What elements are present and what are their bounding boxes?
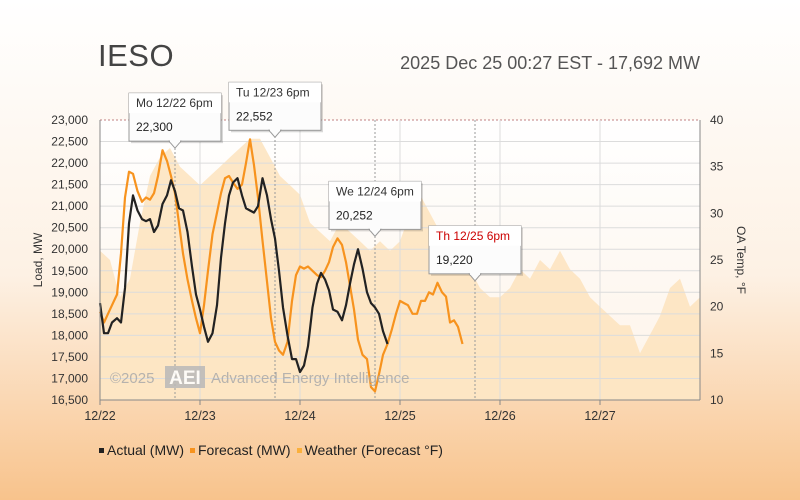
legend-swatch-icon — [190, 447, 195, 453]
watermark-company: Advanced Energy Intelligence — [211, 370, 409, 387]
y2-tick-label: 25 — [710, 253, 724, 267]
y-tick-label: 22,000 — [51, 156, 88, 170]
y2-tick-label: 35 — [710, 160, 724, 174]
legend-swatch-icon — [296, 447, 302, 453]
y-tick-label: 23,000 — [51, 113, 88, 127]
tooltip-value: 19,220 — [436, 253, 473, 267]
watermark-copyright: ©2025 — [110, 370, 154, 387]
y-tick-label: 21,500 — [51, 178, 88, 192]
legend-item-actual[interactable]: Actual (MW) — [99, 442, 184, 458]
load-series — [98, 138, 464, 393]
timestamp-readout: 2025 Dec 25 00:27 EST - 17,692 MW — [400, 53, 700, 73]
x-tick-label: 12/25 — [384, 409, 415, 423]
y-tick-label: 19,500 — [51, 264, 88, 278]
y-tick-label: 19,000 — [51, 285, 88, 299]
x-tick-label: 12/26 — [484, 409, 515, 423]
tooltip-label: We 12/24 6pm — [336, 184, 414, 198]
axes: 23,000 22,500 22,000 21,500 21,000 20,500 20,0… — [31, 113, 748, 423]
y2-tick-label: 15 — [710, 346, 724, 360]
tooltip: We 12/24 6pm 20,252 — [328, 180, 423, 238]
tooltip-value: 22,552 — [236, 109, 273, 123]
tooltip: Tu 12/23 6pm 22,552 — [228, 81, 323, 139]
aei-logo-box — [165, 366, 205, 388]
legend-label: Actual (MW) — [107, 442, 184, 458]
legend: Actual (MW) Forecast (MW) Weather (Forec… — [99, 442, 443, 458]
forecast-line — [98, 138, 464, 393]
watermark: ©2025 AEI Advanced Energy Intelligence — [110, 366, 409, 389]
tooltip-pointer-cover — [270, 129, 280, 132]
legend-label: Weather (Forecast °F) — [304, 442, 443, 458]
y-axis-title: Load, MW — [31, 232, 45, 287]
y2-tick-label: 10 — [710, 393, 724, 407]
y-tick-label: 16,500 — [51, 393, 88, 407]
y-tick-label: 22,500 — [51, 135, 88, 149]
tooltip-label: Th 12/25 6pm — [436, 229, 510, 243]
tooltip: Mo 12/22 6pm 22,300 — [128, 92, 223, 149]
tooltip-pointer-cover — [470, 272, 480, 275]
tooltip-header — [129, 93, 221, 114]
tooltip-header — [229, 82, 321, 103]
legend-swatch-icon — [99, 447, 104, 453]
y2-tick-label: 30 — [710, 206, 724, 220]
tooltip-pointer-cover — [370, 228, 380, 231]
legend-item-forecast[interactable]: Forecast (MW) — [190, 442, 291, 458]
actual-line — [98, 177, 389, 374]
tooltip-value: 22,300 — [136, 120, 173, 134]
x-tick-label: 12/22 — [84, 409, 115, 423]
y-tick-label: 18,500 — [51, 307, 88, 321]
y-tick-label: 18,000 — [51, 328, 88, 342]
legend-label: Forecast (MW) — [198, 442, 291, 458]
tooltip-pointer-cover — [170, 140, 180, 143]
tooltips: Mo 12/22 6pm 22,300 Tu 12/23 6pm 22,552 We 1… — [128, 81, 523, 282]
aei-logo: AEI — [169, 368, 201, 389]
x-tick-label: 12/24 — [284, 409, 315, 423]
y-tick-label: 20,500 — [51, 221, 88, 235]
page-title: IESO — [98, 38, 175, 73]
y-tick-label: 20,000 — [51, 242, 88, 256]
y-tick-label: 17,000 — [51, 371, 88, 385]
x-tick-label: 12/23 — [184, 409, 215, 423]
y2-axis-title: OA Temp, °F — [734, 226, 748, 294]
tooltip-value: 20,252 — [336, 208, 373, 222]
x-tick-label: 12/27 — [584, 409, 615, 423]
y-tick-label: 21,000 — [51, 199, 88, 213]
tooltip-label: Tu 12/23 6pm — [236, 85, 310, 99]
legend-item-weather[interactable]: Weather (Forecast °F) — [296, 442, 443, 458]
tooltip: Th 12/25 6pm 19,220 — [428, 225, 523, 282]
tooltip-header — [429, 225, 521, 246]
y2-tick-label: 40 — [710, 113, 724, 127]
y2-tick-label: 20 — [710, 300, 724, 314]
tooltip-label: Mo 12/22 6pm — [136, 96, 213, 110]
tooltip-header — [329, 181, 421, 202]
y-tick-label: 17,500 — [51, 350, 88, 364]
